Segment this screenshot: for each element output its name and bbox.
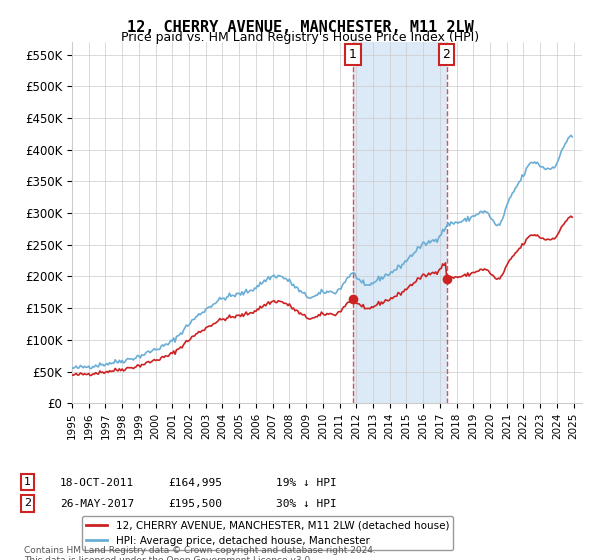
Text: 18-OCT-2011: 18-OCT-2011 [60, 478, 134, 488]
Text: 12, CHERRY AVENUE, MANCHESTER, M11 2LW: 12, CHERRY AVENUE, MANCHESTER, M11 2LW [127, 20, 473, 35]
Text: 30% ↓ HPI: 30% ↓ HPI [276, 499, 337, 509]
Text: Contains HM Land Registry data © Crown copyright and database right 2024.
This d: Contains HM Land Registry data © Crown c… [24, 546, 376, 560]
Bar [353, 42, 446, 403]
Text: 1: 1 [24, 477, 31, 487]
Text: £195,500: £195,500 [168, 499, 222, 509]
Text: 2: 2 [443, 48, 451, 61]
Text: 26-MAY-2017: 26-MAY-2017 [60, 499, 134, 509]
Legend: 12, CHERRY AVENUE, MANCHESTER, M11 2LW (detached house), HPI: Average price, det: 12, CHERRY AVENUE, MANCHESTER, M11 2LW (… [82, 516, 454, 550]
Text: 2: 2 [24, 498, 31, 508]
Text: Price paid vs. HM Land Registry's House Price Index (HPI): Price paid vs. HM Land Registry's House … [121, 31, 479, 44]
Text: £164,995: £164,995 [168, 478, 222, 488]
Text: 19% ↓ HPI: 19% ↓ HPI [276, 478, 337, 488]
Text: 1: 1 [349, 48, 357, 61]
